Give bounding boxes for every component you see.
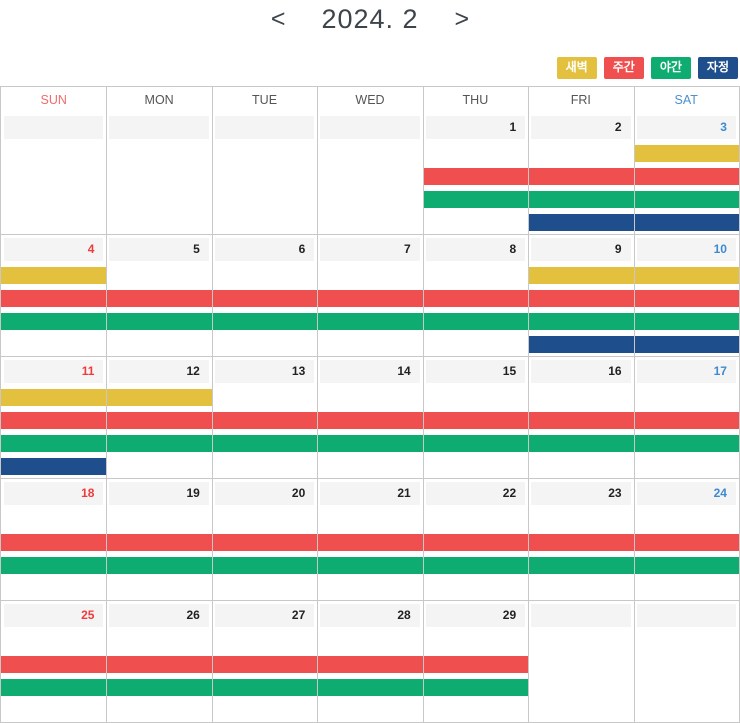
date-cell[interactable] xyxy=(320,116,420,139)
date-cell[interactable]: 17 xyxy=(636,360,736,383)
shift-bar-midnight[interactable] xyxy=(1,458,107,475)
date-cell[interactable]: 23 xyxy=(531,482,631,505)
shift-bar-dawn[interactable] xyxy=(1,267,107,284)
shift-bar-day[interactable] xyxy=(422,168,739,185)
date-cell[interactable]: 12 xyxy=(109,360,209,383)
shift-bar-dawn[interactable] xyxy=(1,389,212,406)
column-divider xyxy=(633,601,635,722)
date-cell[interactable]: 5 xyxy=(109,238,209,261)
week-row: 18 19 20 21 22 23 24 xyxy=(1,478,739,600)
legend: 새벽 주간 야간 자정 xyxy=(556,57,738,80)
day-header-thu: THU xyxy=(462,93,489,107)
date-cell[interactable] xyxy=(214,116,315,139)
date-cell[interactable]: 2 xyxy=(531,116,631,139)
date-cell[interactable]: 24 xyxy=(636,482,736,505)
date-cell[interactable]: 16 xyxy=(531,360,631,383)
date-cell[interactable]: 11 xyxy=(4,360,104,383)
month-navigation: < 2024. 2 > xyxy=(0,0,740,38)
date-cell[interactable]: 22 xyxy=(425,482,526,505)
shift-bar-day[interactable] xyxy=(1,412,739,429)
legend-badge-midnight[interactable]: 자정 xyxy=(697,57,738,80)
prev-month-button[interactable]: < xyxy=(270,4,286,33)
date-cell[interactable]: 29 xyxy=(425,604,526,627)
date-cell[interactable] xyxy=(531,604,631,627)
date-cell[interactable] xyxy=(636,604,736,627)
day-header-fri: FRI xyxy=(570,93,591,107)
shift-bar-midnight[interactable] xyxy=(528,336,739,353)
date-cell[interactable]: 13 xyxy=(214,360,315,383)
date-cell[interactable]: 3 xyxy=(636,116,736,139)
date-cell[interactable]: 18 xyxy=(4,482,104,505)
shift-bar-night[interactable] xyxy=(1,435,739,452)
calendar-grid: SUN MON TUE WED THU FRI SAT 1 2 3 4 5 6 7 8 9 10 11 12 13 14… xyxy=(0,86,740,723)
shift-bar-night[interactable] xyxy=(1,679,529,696)
day-of-week-header: SUN MON TUE WED THU FRI SAT xyxy=(1,87,739,113)
date-cell[interactable]: 26 xyxy=(109,604,209,627)
shift-bar-dawn[interactable] xyxy=(528,267,739,284)
shift-bar-day[interactable] xyxy=(1,534,739,551)
shift-bar-day[interactable] xyxy=(1,290,739,307)
week-row: 25 26 27 28 29 xyxy=(1,600,739,722)
date-cell[interactable] xyxy=(4,116,104,139)
date-cell[interactable] xyxy=(109,116,209,139)
week-row: 4 5 6 7 8 9 10 xyxy=(1,234,739,356)
day-header-mon: MON xyxy=(144,93,174,107)
legend-badge-day[interactable]: 주간 xyxy=(603,57,644,80)
date-cell[interactable]: 1 xyxy=(425,116,526,139)
column-divider xyxy=(528,601,530,722)
week-row: 11 12 13 14 15 16 17 xyxy=(1,356,739,478)
date-cell[interactable]: 14 xyxy=(320,360,420,383)
legend-badge-night[interactable]: 야간 xyxy=(650,57,691,80)
date-cell[interactable]: 19 xyxy=(109,482,209,505)
day-header-sun: SUN xyxy=(40,93,67,107)
legend-badge-dawn[interactable]: 새벽 xyxy=(556,57,597,80)
next-month-button[interactable]: > xyxy=(454,4,470,33)
page-title: 2024. 2 xyxy=(321,3,419,34)
day-header-wed: WED xyxy=(355,93,385,107)
date-cell[interactable]: 28 xyxy=(320,604,420,627)
date-cell[interactable]: 10 xyxy=(636,238,736,261)
date-cell[interactable]: 20 xyxy=(214,482,315,505)
day-header-sat: SAT xyxy=(674,93,698,107)
shift-bar-midnight[interactable] xyxy=(528,214,739,231)
shift-bar-day[interactable] xyxy=(1,656,529,673)
shift-bar-night[interactable] xyxy=(422,191,739,208)
date-cell[interactable]: 9 xyxy=(531,238,631,261)
date-cell[interactable]: 6 xyxy=(214,238,315,261)
date-cell[interactable]: 8 xyxy=(425,238,526,261)
column-divider xyxy=(317,113,319,234)
column-divider xyxy=(106,113,108,234)
shift-bar-dawn[interactable] xyxy=(633,145,739,162)
date-cell[interactable]: 7 xyxy=(320,238,420,261)
date-cell[interactable]: 27 xyxy=(214,604,315,627)
shift-bar-night[interactable] xyxy=(1,313,739,330)
date-cell[interactable]: 25 xyxy=(4,604,104,627)
column-divider xyxy=(211,113,213,234)
date-cell[interactable]: 4 xyxy=(4,238,104,261)
date-cell[interactable]: 15 xyxy=(425,360,526,383)
day-header-tue: TUE xyxy=(252,93,278,107)
date-cell[interactable]: 21 xyxy=(320,482,420,505)
shift-bar-night[interactable] xyxy=(1,557,739,574)
